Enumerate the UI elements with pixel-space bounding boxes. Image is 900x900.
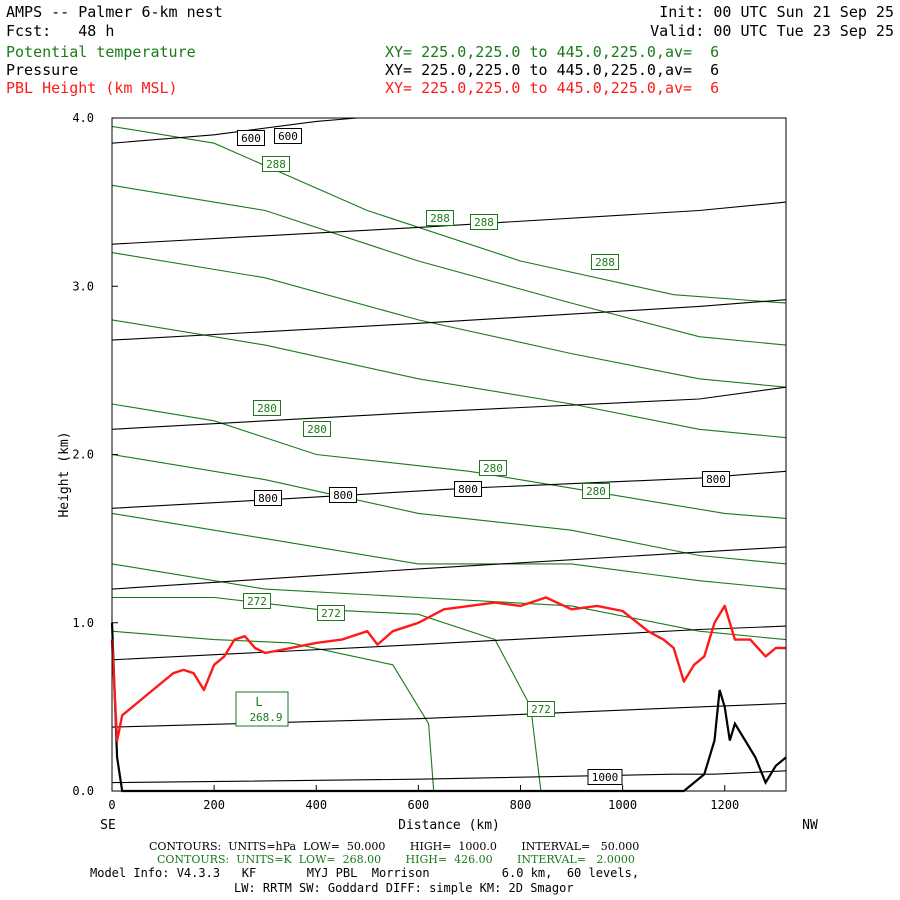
app-title: AMPS -- Palmer 6-km nest: [6, 3, 223, 21]
field-xy-pbl: XY= 225.0,225.0 to 445.0,225.0,av= 6: [385, 79, 720, 97]
terrain: [110, 622, 787, 793]
theta-contour-280: [111, 403, 787, 519]
field-xy-theta: XY= 225.0,225.0 to 445.0,225.0,av= 6: [385, 43, 720, 61]
valid-time: Valid: 00 UTC Tue 23 Sep 25: [650, 22, 894, 40]
pressure-contour-850: [111, 546, 787, 590]
theta-label-box: [582, 483, 610, 499]
pressure-contour-600: [111, 117, 358, 144]
low-marker-label: L: [255, 695, 262, 709]
theta-label-box: [426, 210, 454, 226]
x-tick-label: 400: [305, 798, 327, 812]
theta-contour-272: [112, 596, 542, 792]
theta-contour-274: [111, 563, 787, 641]
x-tick-label: 800: [510, 798, 532, 812]
theta-label: 280: [483, 462, 503, 475]
footer-model-info: Model Info: V4.3.3 KF MYJ PBL Morrison 6…: [90, 866, 640, 880]
theta-label: 288: [474, 216, 494, 229]
theta-label: 280: [257, 402, 277, 415]
footer-theta-contours: CONTOURS: UNITS=K LOW= 268.00 HIGH= 426.…: [157, 853, 635, 866]
se-end-label: SE: [100, 818, 116, 833]
pressure-label: 800: [458, 483, 478, 496]
theta-label-box: [243, 593, 271, 609]
terrain-line: [110, 622, 787, 793]
pressure-label: 600: [241, 132, 261, 145]
theta-label: 288: [266, 158, 286, 171]
theta-contour-286: [111, 184, 787, 346]
pressure-label: 800: [333, 489, 353, 502]
pbl-height-line: [110, 596, 786, 742]
theta-label-box: [262, 156, 290, 172]
theta-label-box: [470, 214, 498, 230]
axes: 0 200 400 600 800 1000 1200 0.0 1.0 2.0 3.0 4.0 Dist…: [57, 111, 818, 833]
nw-end-label: NW: [802, 818, 818, 833]
pressure-contour-1000: [111, 770, 787, 784]
theta-label: 288: [595, 256, 615, 269]
theta-label: 272: [531, 703, 551, 716]
y-tick-label: 3.0: [72, 279, 94, 293]
low-marker-box: [235, 691, 289, 727]
theta-label: 272: [247, 595, 267, 608]
pressure-contour-900: [111, 625, 787, 661]
theta-label-box: [303, 421, 331, 437]
forecast-hour: Fcst: 48 h: [6, 22, 115, 40]
theta-contour-288: [111, 125, 787, 304]
x-axis-label: Distance (km): [398, 818, 500, 833]
field-xy-pressure: XY= 225.0,225.0 to 445.0,225.0,av= 6: [385, 61, 720, 79]
pressure-label-box: [454, 481, 482, 497]
theta-contour-278: [111, 453, 787, 565]
pressure-label-box: [254, 490, 282, 506]
theta-label: 280: [586, 485, 606, 498]
theta-label-box: [479, 460, 507, 476]
pressure-label: 800: [258, 492, 278, 505]
pressure-label: 800: [706, 473, 726, 486]
footer-pressure-contours: CONTOURS: UNITS=hPa LOW= 50.000 HIGH= 10…: [149, 840, 640, 853]
theta-contour-282: [111, 319, 787, 439]
field-name-pressure: Pressure: [6, 61, 79, 79]
theta-label: 288: [430, 212, 450, 225]
x-tick-label: 0: [108, 798, 115, 812]
pressure-contour-800: [111, 470, 787, 509]
pressure-contour-750: [111, 386, 787, 430]
field-name-pbl: PBL Height (km MSL): [6, 79, 178, 97]
theta-contour-270: [111, 630, 435, 792]
pressure-label: 1000: [592, 771, 619, 784]
x-tick-label: 200: [203, 798, 225, 812]
y-tick-label: 2.0: [72, 448, 94, 462]
pressure-label-box: [274, 128, 302, 144]
footer-physics-info: LW: RRTM SW: Goddard DIFF: simple KM: 2D…: [234, 881, 574, 895]
theta-label: 280: [307, 423, 327, 436]
x-tick-label: 600: [408, 798, 430, 812]
pressure-label-box: [587, 769, 623, 785]
x-tick-label: 1000: [608, 798, 637, 812]
y-axis-label: Height (km): [57, 431, 72, 517]
theta-contour-276: [111, 512, 787, 590]
contour-labels: 600 600 800 800 800 800 1000 288 288 288 288 280 280…: [235, 128, 730, 785]
pressure-label: 600: [278, 130, 298, 143]
theta-label-box: [527, 701, 555, 717]
y-tick-label: 1.0: [72, 616, 94, 630]
pressure-label-box: [329, 487, 357, 503]
field-name-theta: Potential temperature: [6, 43, 196, 61]
x-tick-label: 1200: [710, 798, 739, 812]
pressure-contour-650: [111, 201, 787, 245]
pbl-height-series: [110, 596, 786, 742]
init-time: Init: 00 UTC Sun 21 Sep 25: [659, 3, 894, 21]
low-marker-value: 268.9: [249, 711, 282, 724]
pressure-label-box: [237, 130, 265, 146]
pressure-label-box: [702, 471, 730, 487]
y-tick-label: 4.0: [72, 111, 94, 125]
theta-label-box: [317, 605, 345, 621]
pressure-contour-950: [111, 702, 787, 728]
theta-label-box: [591, 254, 619, 270]
theta-contour-284: [111, 252, 787, 388]
theta-label-box: [253, 400, 281, 416]
y-tick-label: 0.0: [72, 784, 94, 798]
theta-label: 272: [321, 607, 341, 620]
pressure-contour-700: [111, 299, 787, 341]
